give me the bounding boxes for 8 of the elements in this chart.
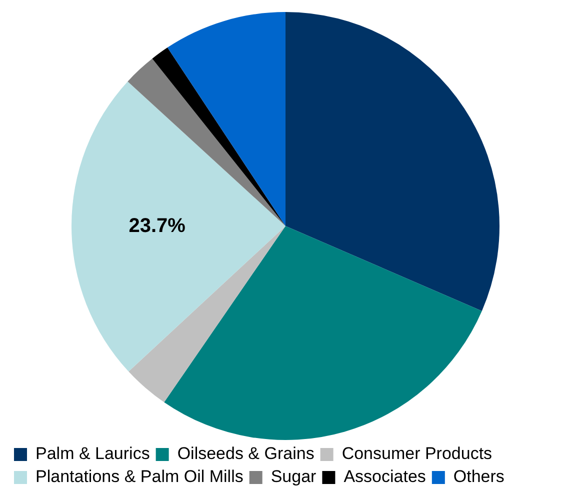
legend-label: Others	[453, 467, 504, 486]
legend-label: Palm & Laurics	[36, 444, 150, 464]
legend-label: Associates	[344, 467, 426, 486]
legend-label: Plantations & Palm Oil Mills	[36, 467, 244, 486]
data-label: 23.7%	[128, 214, 186, 237]
legend-label: Consumer Products	[342, 444, 492, 464]
legend-label: Sugar	[270, 467, 317, 486]
legend-label: Oilseeds & Grains	[177, 444, 314, 464]
